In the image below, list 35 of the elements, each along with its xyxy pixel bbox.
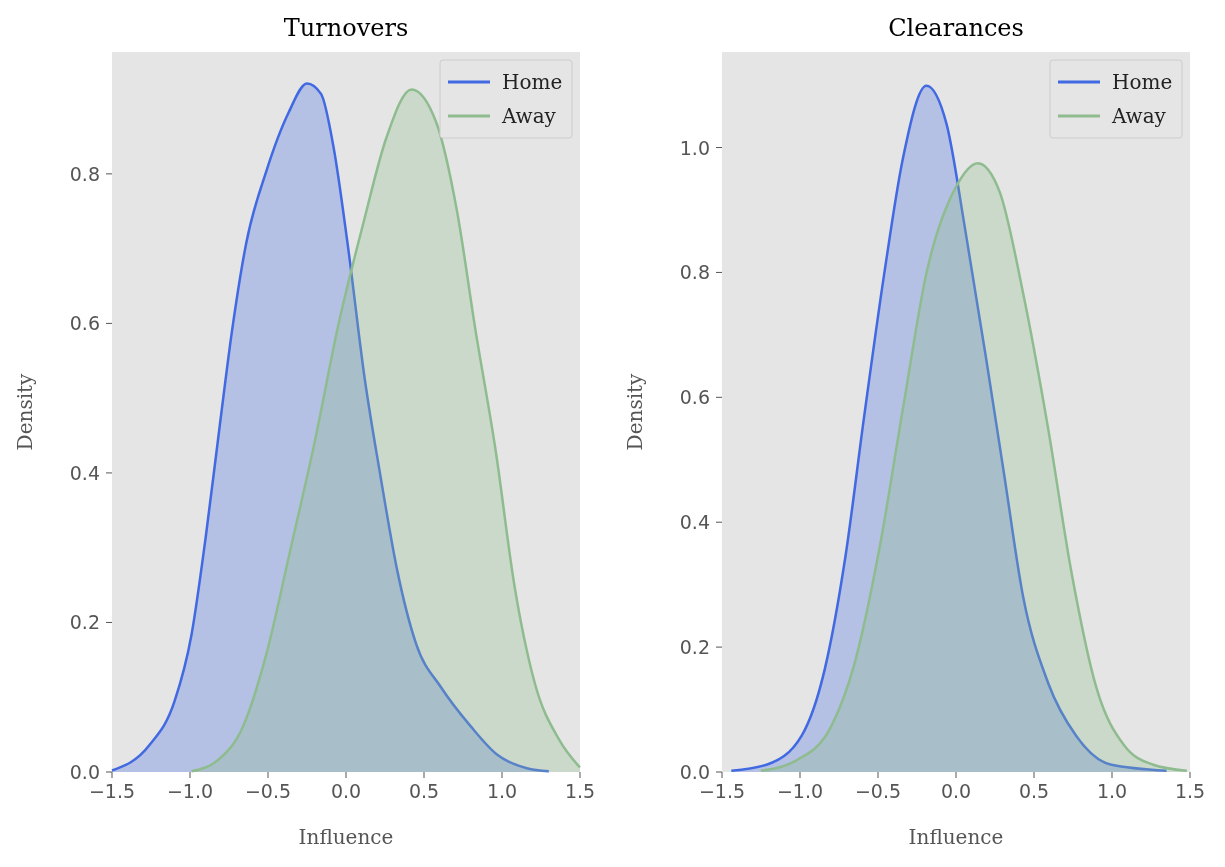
x-tick-label: 1.5 xyxy=(1174,780,1206,802)
y-axis-title: Density xyxy=(13,372,37,451)
x-tick-label: −1.5 xyxy=(88,780,136,802)
x-tick-label: 0.0 xyxy=(330,780,362,802)
y-tick-label: 0.2 xyxy=(679,636,710,659)
x-tick-label: 1.5 xyxy=(564,780,596,802)
x-tick-label: 1.0 xyxy=(1096,780,1128,802)
x-axis-title: Influence xyxy=(908,825,1004,849)
legend-label: Away xyxy=(501,104,557,128)
y-axis-title: Density xyxy=(623,372,647,451)
chart-title: Clearances xyxy=(888,14,1024,42)
y-tick-label: 0.2 xyxy=(69,611,100,634)
legend-label: Home xyxy=(502,70,563,94)
y-tick-label: 0.4 xyxy=(69,461,100,484)
x-tick-label: −1.0 xyxy=(166,780,214,802)
y-tick-label: 0.4 xyxy=(679,511,710,534)
y-tick-label: 0.0 xyxy=(69,761,100,783)
y-tick-label: 0.6 xyxy=(69,312,100,335)
legend-label: Away xyxy=(1111,104,1167,128)
x-tick-label: −0.5 xyxy=(244,780,292,802)
y-tick-label: 0.8 xyxy=(69,162,100,185)
x-axis-title: Influence xyxy=(298,825,394,849)
x-tick-label: −1.5 xyxy=(698,780,746,802)
legend-label: Home xyxy=(1112,70,1173,94)
x-tick-label: 1.0 xyxy=(486,780,518,802)
x-tick-label: 0.5 xyxy=(1018,780,1050,802)
x-tick-label: −1.0 xyxy=(776,780,824,802)
y-tick-label: 0.6 xyxy=(679,386,710,409)
x-tick-label: 0.0 xyxy=(940,780,972,802)
x-tick-label: −0.5 xyxy=(854,780,902,802)
y-tick-label: 0.0 xyxy=(679,761,710,783)
y-tick-label: 1.0 xyxy=(679,136,710,159)
y-tick-label: 0.8 xyxy=(679,261,710,284)
chart-title: Turnovers xyxy=(283,14,409,42)
x-tick-label: 0.5 xyxy=(408,780,440,802)
